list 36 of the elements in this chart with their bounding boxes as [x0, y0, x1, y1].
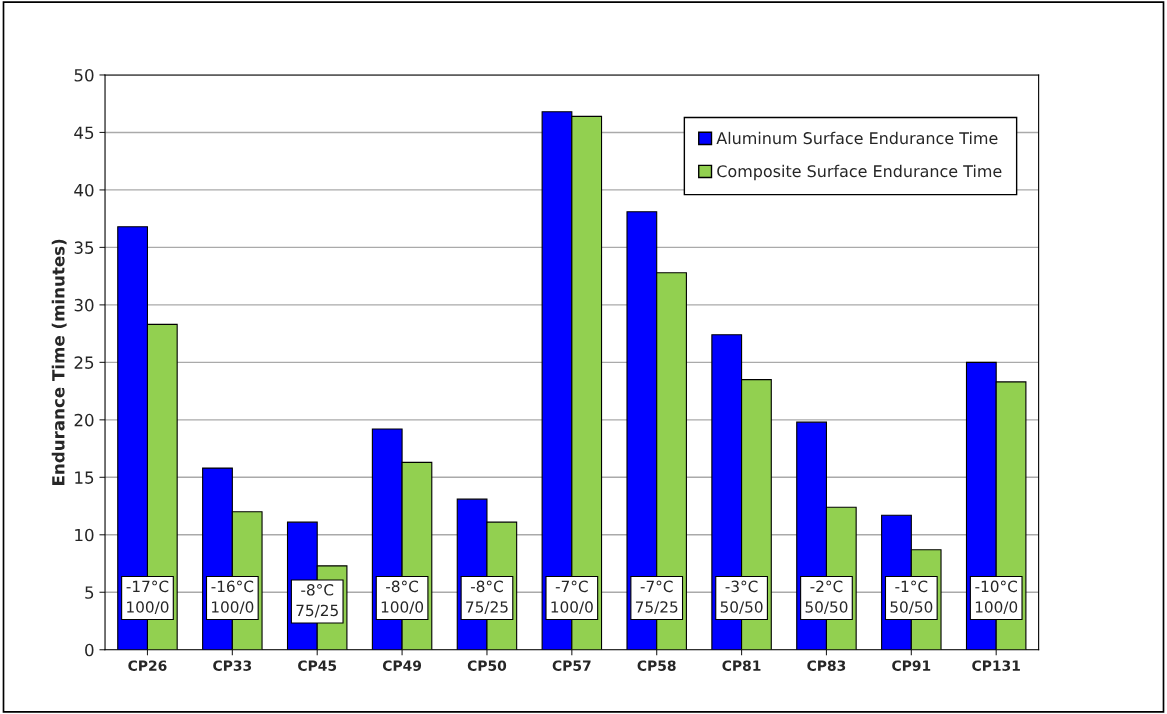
x-tick-label: CP83	[807, 660, 846, 671]
annotation: -2°C 50/50	[805, 580, 848, 614]
annotation: -16°C 100/0	[211, 580, 254, 614]
annotation: -1°C 50/50	[890, 580, 933, 614]
x-tick-label: CP57	[552, 660, 591, 671]
legend-label: Composite Surface Endurance Time	[717, 164, 1002, 181]
y-tick-label: 20	[74, 413, 94, 427]
annotation: -17°C 100/0	[126, 580, 169, 614]
y-tick-label: 40	[74, 183, 94, 197]
legend-label: Aluminum Surface Endurance Time	[716, 131, 998, 145]
annotation: -8°C 100/0	[381, 580, 424, 614]
y-tick-label: 10	[75, 528, 94, 542]
x-tick-label: CP58	[637, 660, 676, 671]
x-tick-label: CP81	[722, 660, 761, 671]
x-tick-label: CP26	[128, 660, 167, 671]
y-tick-label: 35	[74, 241, 94, 254]
y-tick-label: 15	[75, 471, 94, 484]
annotation: -10°C 100/0	[975, 580, 1018, 614]
annotation: -8°C 75/25	[296, 584, 338, 618]
x-tick-label: CP91	[892, 660, 931, 671]
annotation: -3°C 50/50	[720, 580, 763, 614]
x-tick-label: CP45	[298, 660, 337, 671]
annotation: -7°C 75/25	[635, 580, 678, 614]
y-tick-label: 45	[74, 126, 94, 140]
y-tick-label: 25	[74, 356, 94, 369]
x-tick-label: CP49	[382, 660, 422, 671]
y-tick-label: 0	[85, 643, 94, 657]
annotation: -7°C 100/0	[551, 580, 593, 614]
x-tick-label: CP131	[972, 660, 1020, 671]
x-tick-label: CP50	[467, 660, 507, 671]
y-tick-label: 30	[74, 298, 94, 312]
y-axis-title: Endurance Time (minutes)	[51, 239, 67, 485]
y-tick-label: 5	[85, 586, 94, 599]
x-tick-label: CP33	[213, 660, 252, 671]
y-tick-label: 50	[74, 68, 94, 82]
annotation: -8°C 75/25	[466, 580, 508, 614]
